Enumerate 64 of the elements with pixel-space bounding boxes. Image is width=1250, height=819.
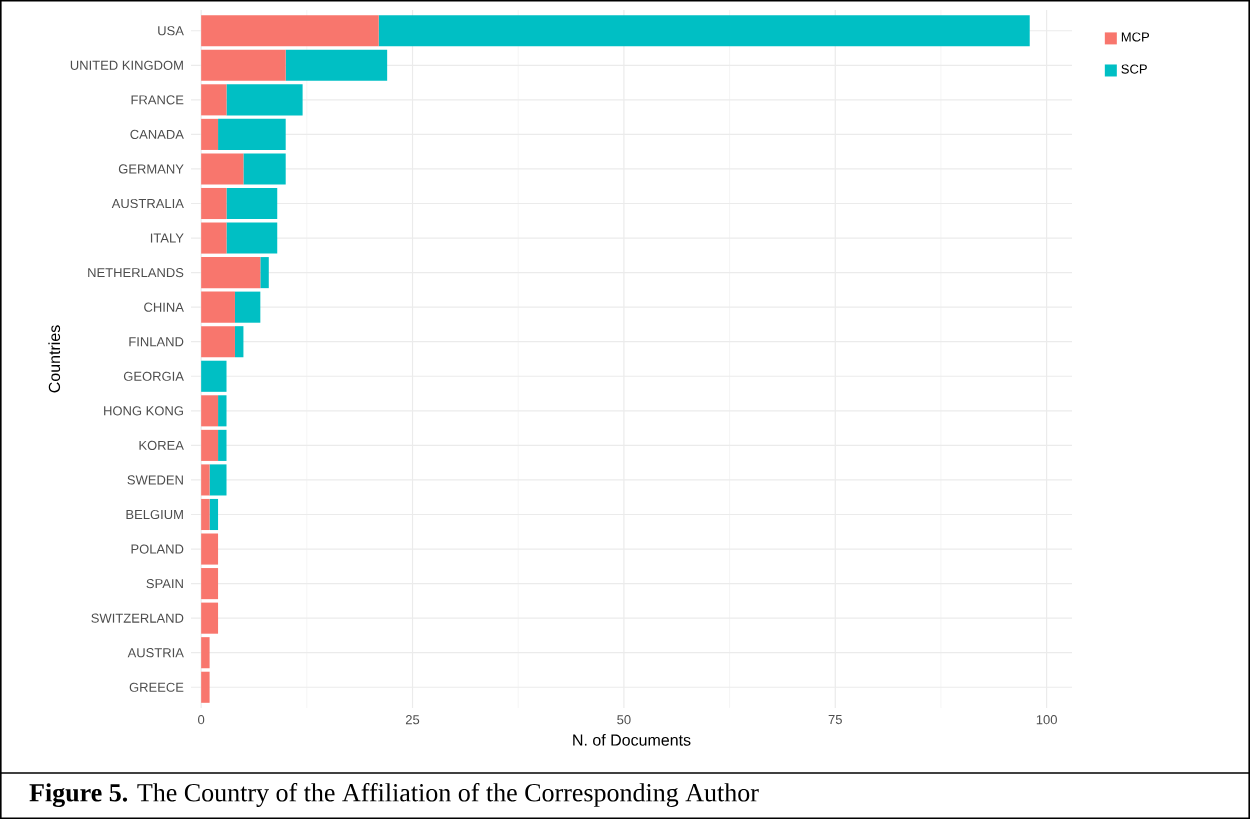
- y-tick-label: FINLAND: [129, 337, 184, 347]
- bar: [243, 153, 286, 185]
- bar: [201, 291, 235, 323]
- bar: [226, 187, 278, 220]
- bar: [201, 498, 210, 531]
- bar: [234, 326, 244, 358]
- x-tick-label: 75: [828, 715, 842, 725]
- bar: [234, 291, 261, 323]
- bar: [201, 568, 219, 600]
- legend-label: MCP: [1121, 32, 1150, 42]
- y-tick-label: SWITZERLAND: [91, 613, 184, 623]
- bar: [201, 395, 219, 427]
- y-tick-label: KOREA: [139, 440, 184, 450]
- bar: [201, 49, 286, 81]
- bar: [218, 395, 227, 427]
- x-tick-label: 50: [617, 715, 631, 725]
- bar: [201, 326, 235, 358]
- bar: [201, 429, 219, 461]
- bar: [218, 429, 227, 461]
- bar: [378, 15, 1030, 47]
- y-tick-label: UNITED KINGDOM: [70, 60, 183, 70]
- y-tick-label: GREECE: [129, 682, 184, 692]
- bar: [201, 671, 210, 703]
- bar: [201, 464, 210, 496]
- bar: [209, 498, 219, 531]
- bar: [209, 464, 227, 496]
- text: Figure 5. The Country of the Affiliation of the Corresponding Author: [29, 782, 759, 808]
- bar: [201, 533, 219, 565]
- y-tick-label: USA: [158, 26, 184, 36]
- y-tick-label: NETHERLANDS: [88, 268, 184, 278]
- x-tick-label: 0: [198, 715, 205, 725]
- y-tick-label: HONG KONG: [104, 406, 183, 416]
- bar: [226, 84, 303, 116]
- y-tick-label: ITALY: [150, 233, 184, 243]
- y-tick-label: SWEDEN: [127, 475, 183, 485]
- bar: [226, 222, 278, 254]
- y-tick-label: POLAND: [131, 544, 184, 554]
- bar: [285, 49, 388, 81]
- y-tick-label: CANADA: [130, 129, 184, 139]
- y-tick-label: AUSTRIA: [127, 648, 184, 658]
- y-tick-label: CHINA: [144, 302, 184, 312]
- legend-label: SCP: [1121, 64, 1147, 74]
- y-tick-label: GEORGIA: [123, 371, 184, 381]
- y-tick-label: GERMANY: [118, 164, 184, 174]
- x-tick-label: 100: [1036, 715, 1057, 725]
- y-tick-label: AUSTRALIA: [111, 198, 184, 209]
- y-tick-label: FRANCE: [131, 95, 184, 105]
- bar: [260, 257, 269, 289]
- bar: [201, 222, 227, 254]
- bar: [201, 153, 244, 185]
- bar: [218, 118, 286, 150]
- y-tick-label: SPAIN: [146, 579, 183, 589]
- bar: [201, 602, 219, 634]
- bar: [201, 637, 210, 669]
- bar: [201, 187, 227, 220]
- x-tick-label: 25: [405, 715, 420, 725]
- bar: [201, 360, 227, 392]
- y-axis-title: Countries: [48, 325, 61, 393]
- bar: [201, 118, 219, 150]
- x-axis-title: N. of Documents: [573, 734, 691, 746]
- y-tick-label: BELGIUM: [126, 509, 183, 520]
- bar: [201, 15, 379, 47]
- bar: [201, 84, 227, 116]
- bar: [201, 257, 261, 289]
